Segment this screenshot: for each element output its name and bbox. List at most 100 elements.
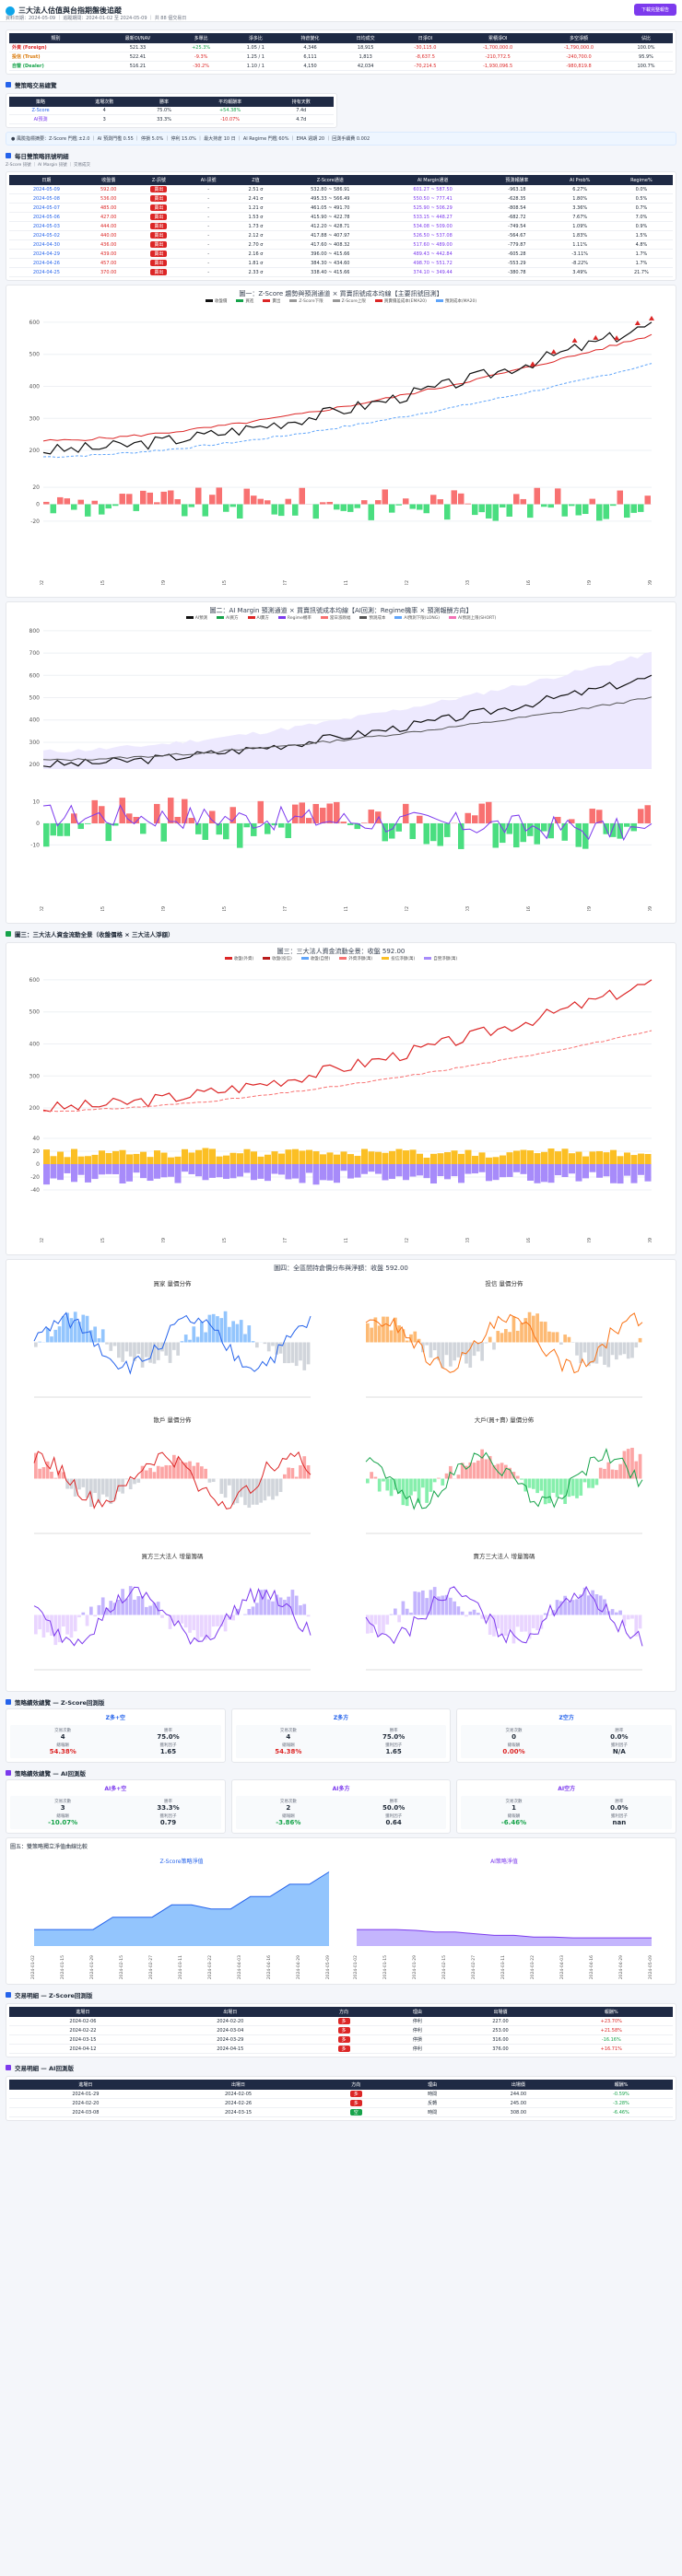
inflow-bar <box>354 1156 361 1164</box>
dist-bar <box>385 1478 390 1491</box>
exit-price: 244.00 <box>466 2090 570 2099</box>
inflow-bar <box>492 1157 500 1164</box>
bar <box>500 504 506 508</box>
dist-bar <box>152 1603 157 1615</box>
bar <box>624 504 630 519</box>
dist-bar <box>81 1612 86 1615</box>
inflow-bar <box>347 1154 354 1164</box>
x-tick-label: 2024-03-22 <box>405 906 410 911</box>
col-header: Regime% <box>609 175 673 185</box>
inflow-bar <box>644 1154 652 1164</box>
dist-bar <box>271 1601 275 1615</box>
dist-bar <box>34 1452 38 1479</box>
inflow-bar <box>147 1157 154 1164</box>
dist-bar <box>579 1594 583 1615</box>
legend-item: 自營淨額(萬) <box>424 957 457 962</box>
legend-item: Z-Score下限 <box>289 299 323 304</box>
col-header: 報酬% <box>549 2007 673 2017</box>
download-report-button[interactable]: 下載完整報告 <box>633 4 676 16</box>
bar <box>395 823 402 832</box>
dist-bar <box>136 1342 141 1355</box>
bar <box>382 489 388 505</box>
inflow-bar <box>409 1149 417 1164</box>
bar <box>575 823 582 847</box>
bar <box>520 823 526 843</box>
z-channel-cell: 461.05 ~ 491.70 <box>278 203 382 213</box>
dist-bar <box>591 1590 594 1615</box>
dist-bar <box>290 1590 295 1615</box>
bar <box>251 495 257 505</box>
dist-bar <box>263 1342 267 1345</box>
inflow-bar <box>478 1152 486 1164</box>
bar <box>423 823 429 845</box>
exit-price: 308.00 <box>466 2107 570 2117</box>
bar <box>644 805 651 823</box>
entry-date: 2024-02-20 <box>9 2098 162 2108</box>
table-row: 2024-04-26 457.00 賣出 -1.81 σ 384.30 ~ 434.60… <box>9 258 673 268</box>
section-ai-log: 交易明細 — AI回測版 <box>6 2063 676 2072</box>
bar <box>77 499 84 505</box>
dist-bar <box>634 1461 639 1479</box>
inflow-bar <box>458 1153 464 1164</box>
ai-prob-cell: 7.67% <box>549 212 610 222</box>
dist-bar <box>133 1342 136 1361</box>
inflow-bar <box>527 1150 534 1164</box>
bar <box>334 504 340 510</box>
inflow-bar <box>423 1157 430 1164</box>
bar <box>209 810 216 823</box>
dist-bar <box>109 1601 113 1615</box>
dist-bar <box>85 1614 89 1626</box>
metric-grid: 交易次數 4 勝率 75.0% 總報酬 54.38% 獲利因子 1.65 <box>235 1725 447 1758</box>
tick-label: 0 <box>36 821 40 827</box>
dist-bar <box>425 1598 429 1615</box>
outflow-bar <box>375 1164 382 1174</box>
col-header: 日期 <box>9 175 84 185</box>
bar <box>99 806 105 823</box>
dist-bar <box>417 1591 421 1615</box>
bar <box>638 504 644 512</box>
cell: 33.3% <box>136 114 192 124</box>
legend-item: AI預測上限(SHORT) <box>449 616 496 621</box>
x-tick-label: 2024-04-03 <box>465 906 471 911</box>
ai-signal-cell: - <box>184 193 233 204</box>
x-tick-label: 2024-01-15 <box>100 1238 106 1242</box>
dist-bar <box>425 1478 429 1503</box>
inflow-bar <box>624 1152 630 1164</box>
metric: 總報酬 54.38% <box>13 1743 112 1755</box>
dist-bar <box>559 1478 563 1495</box>
dist-bar <box>441 1342 445 1369</box>
reason-cell: 反轉 <box>397 2098 467 2108</box>
metric-label: 總報酬 <box>282 1743 295 1748</box>
outflow-bar <box>202 1164 209 1181</box>
ai-signal-cell: - <box>184 249 233 259</box>
col-header: AI Margin通道 <box>381 175 485 185</box>
bar <box>368 810 374 823</box>
outflow-bar <box>223 1164 229 1180</box>
z-signal-cell: 賣出 <box>133 258 185 268</box>
metric: 獲利因子 N/A <box>570 1743 669 1755</box>
pred-return-cell: -682.72 <box>484 212 550 222</box>
dist-bar <box>508 1467 512 1479</box>
outflow-bar <box>347 1164 354 1179</box>
dist-bar <box>251 1341 255 1343</box>
sell-badge: 賣出 <box>150 232 168 239</box>
inflow-bar <box>596 1150 603 1164</box>
reason-cell: 停損 <box>383 2034 452 2045</box>
regime-line <box>42 804 653 842</box>
dist-bar <box>188 1614 192 1633</box>
col-header: 出場日 <box>161 2080 315 2090</box>
outflow-bar <box>77 1164 85 1175</box>
regime-cell: 0.9% <box>609 221 673 231</box>
dist-bar <box>488 1455 492 1479</box>
risk-strip: ● 風險指標摘要：Z-Score 門檻 ±2.0 ｜ AI 預測門檻 0.55 … <box>6 132 676 146</box>
ai-signal-cell: - <box>184 212 233 222</box>
metric-card: AI多方 交易次數 2 勝率 50.0% 總報酬 -3.86% 獲利因子 0.64 <box>230 1779 452 1834</box>
date-cell: 2024-05-02 <box>9 230 84 240</box>
tick-label: -20 <box>30 519 40 525</box>
bar <box>188 818 194 823</box>
daily-legend: Z-Score 訊號 ｜ AI Margin 訊號 ｜ 交易成交 <box>6 163 91 168</box>
outflow-bar <box>292 1164 299 1179</box>
col-header: 日均成交 <box>337 33 394 43</box>
inflow-bar <box>91 1154 99 1164</box>
inflow-bar <box>451 1150 458 1164</box>
